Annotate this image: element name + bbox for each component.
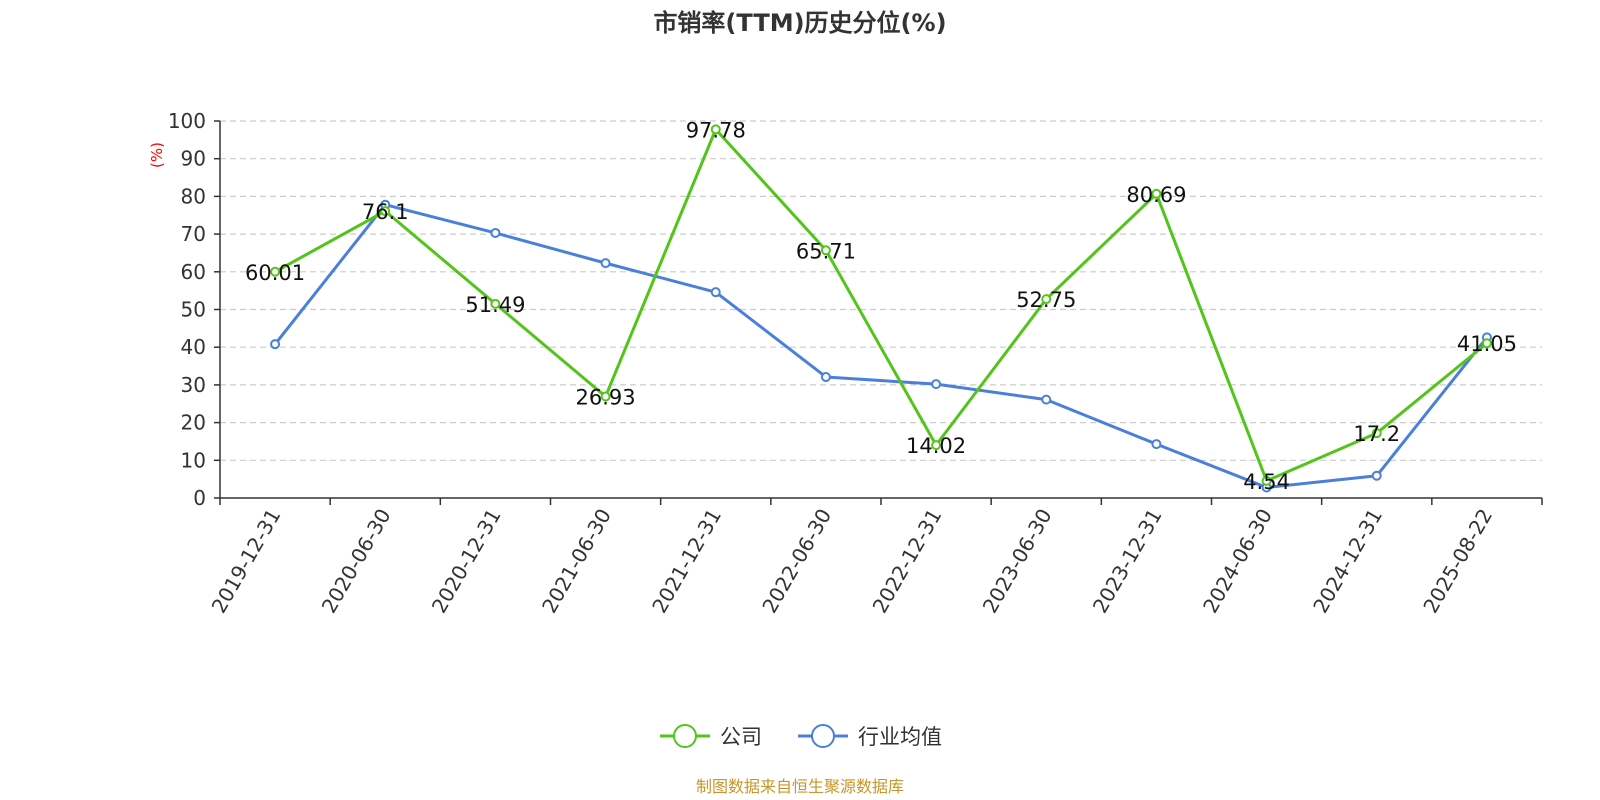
data-point (1151, 188, 1162, 199)
x-tick-label: 2019-12-31 (207, 505, 286, 618)
y-tick-label: 40 (181, 335, 206, 359)
legend-label: 公司 (720, 725, 762, 749)
y-tick-label: 60 (181, 260, 206, 284)
legend: 公司 行业均值 (660, 724, 942, 749)
data-point (600, 391, 611, 402)
data-label: 52.75 (1016, 288, 1076, 312)
x-tick-label: 2025-08-22 (1418, 505, 1497, 618)
data-point (710, 124, 721, 135)
chart-title: 市销率(TTM)历史分位(%) (653, 9, 946, 37)
data-label: 60.01 (245, 261, 305, 285)
x-tick-label: 2021-06-30 (537, 505, 616, 618)
source-note: 制图数据来自恒生聚源数据库 (696, 777, 904, 796)
axes: 0 10 20 30 40 50 60 70 80 90 100 2019-12-31 2020-06-… (168, 109, 1543, 618)
data-label: 65.71 (796, 239, 856, 263)
data-point (270, 266, 281, 277)
y-tick-label: 90 (181, 147, 206, 171)
data-point (1371, 428, 1382, 439)
data-point (490, 298, 501, 309)
data-point (380, 206, 391, 217)
y-axis-label: (%) (148, 142, 166, 168)
data-label: 4.54 (1243, 470, 1290, 494)
data-label: 41.05 (1457, 332, 1517, 356)
data-point (710, 287, 721, 298)
x-tick-label: 2024-12-31 (1308, 505, 1387, 618)
data-point (931, 379, 942, 390)
data-point (1261, 475, 1272, 486)
data-label: 76.1 (362, 200, 409, 224)
x-tick-label: 2023-06-30 (978, 505, 1057, 618)
data-point (270, 339, 281, 350)
series-layer (270, 124, 1492, 493)
x-tick-label: 2021-12-31 (647, 505, 726, 618)
series-line (273, 203, 1489, 489)
data-label: 14.02 (906, 434, 966, 458)
x-tick-label: 2024-06-30 (1198, 505, 1277, 618)
grid (220, 120, 1542, 461)
y-tick-label: 100 (168, 109, 206, 133)
data-label: 26.93 (576, 385, 636, 409)
y-tick-label: 30 (181, 373, 206, 397)
data-point (1481, 338, 1492, 349)
legend-swatch-marker (673, 724, 697, 748)
x-tick-label: 2020-12-31 (427, 504, 506, 617)
y-tick-label: 50 (181, 298, 206, 322)
y-tick-label: 80 (181, 184, 206, 208)
data-labels: 60.01 76.1 51.49 26.93 97.78 65.71 14.02 52.75 8… (245, 118, 1517, 494)
data-point (1041, 294, 1052, 305)
y-tick-label: 70 (181, 222, 206, 246)
data-point (820, 371, 831, 382)
data-point (490, 227, 501, 238)
x-tick-label: 2022-06-30 (757, 505, 836, 618)
data-point (1151, 439, 1162, 450)
data-label: 80.69 (1126, 183, 1186, 207)
data-label: 51.49 (465, 293, 525, 317)
series-line (274, 127, 1488, 483)
legend-label: 行业均值 (858, 725, 942, 749)
y-tick-label: 20 (181, 411, 206, 435)
legend-swatch-marker (811, 724, 835, 748)
y-tick-label: 0 (193, 486, 206, 510)
x-tick-label: 2023-12-31 (1088, 505, 1167, 618)
data-label: 97.78 (686, 118, 746, 142)
data-point (600, 258, 611, 269)
data-point (1371, 470, 1382, 481)
data-point (820, 245, 831, 256)
data-label: 17.2 (1353, 422, 1400, 446)
x-tick-label: 2022-12-31 (868, 504, 947, 617)
data-point (1041, 394, 1052, 405)
y-tick-label: 10 (181, 448, 206, 472)
data-point (931, 440, 942, 451)
x-tick-label: 2020-06-30 (317, 505, 396, 618)
